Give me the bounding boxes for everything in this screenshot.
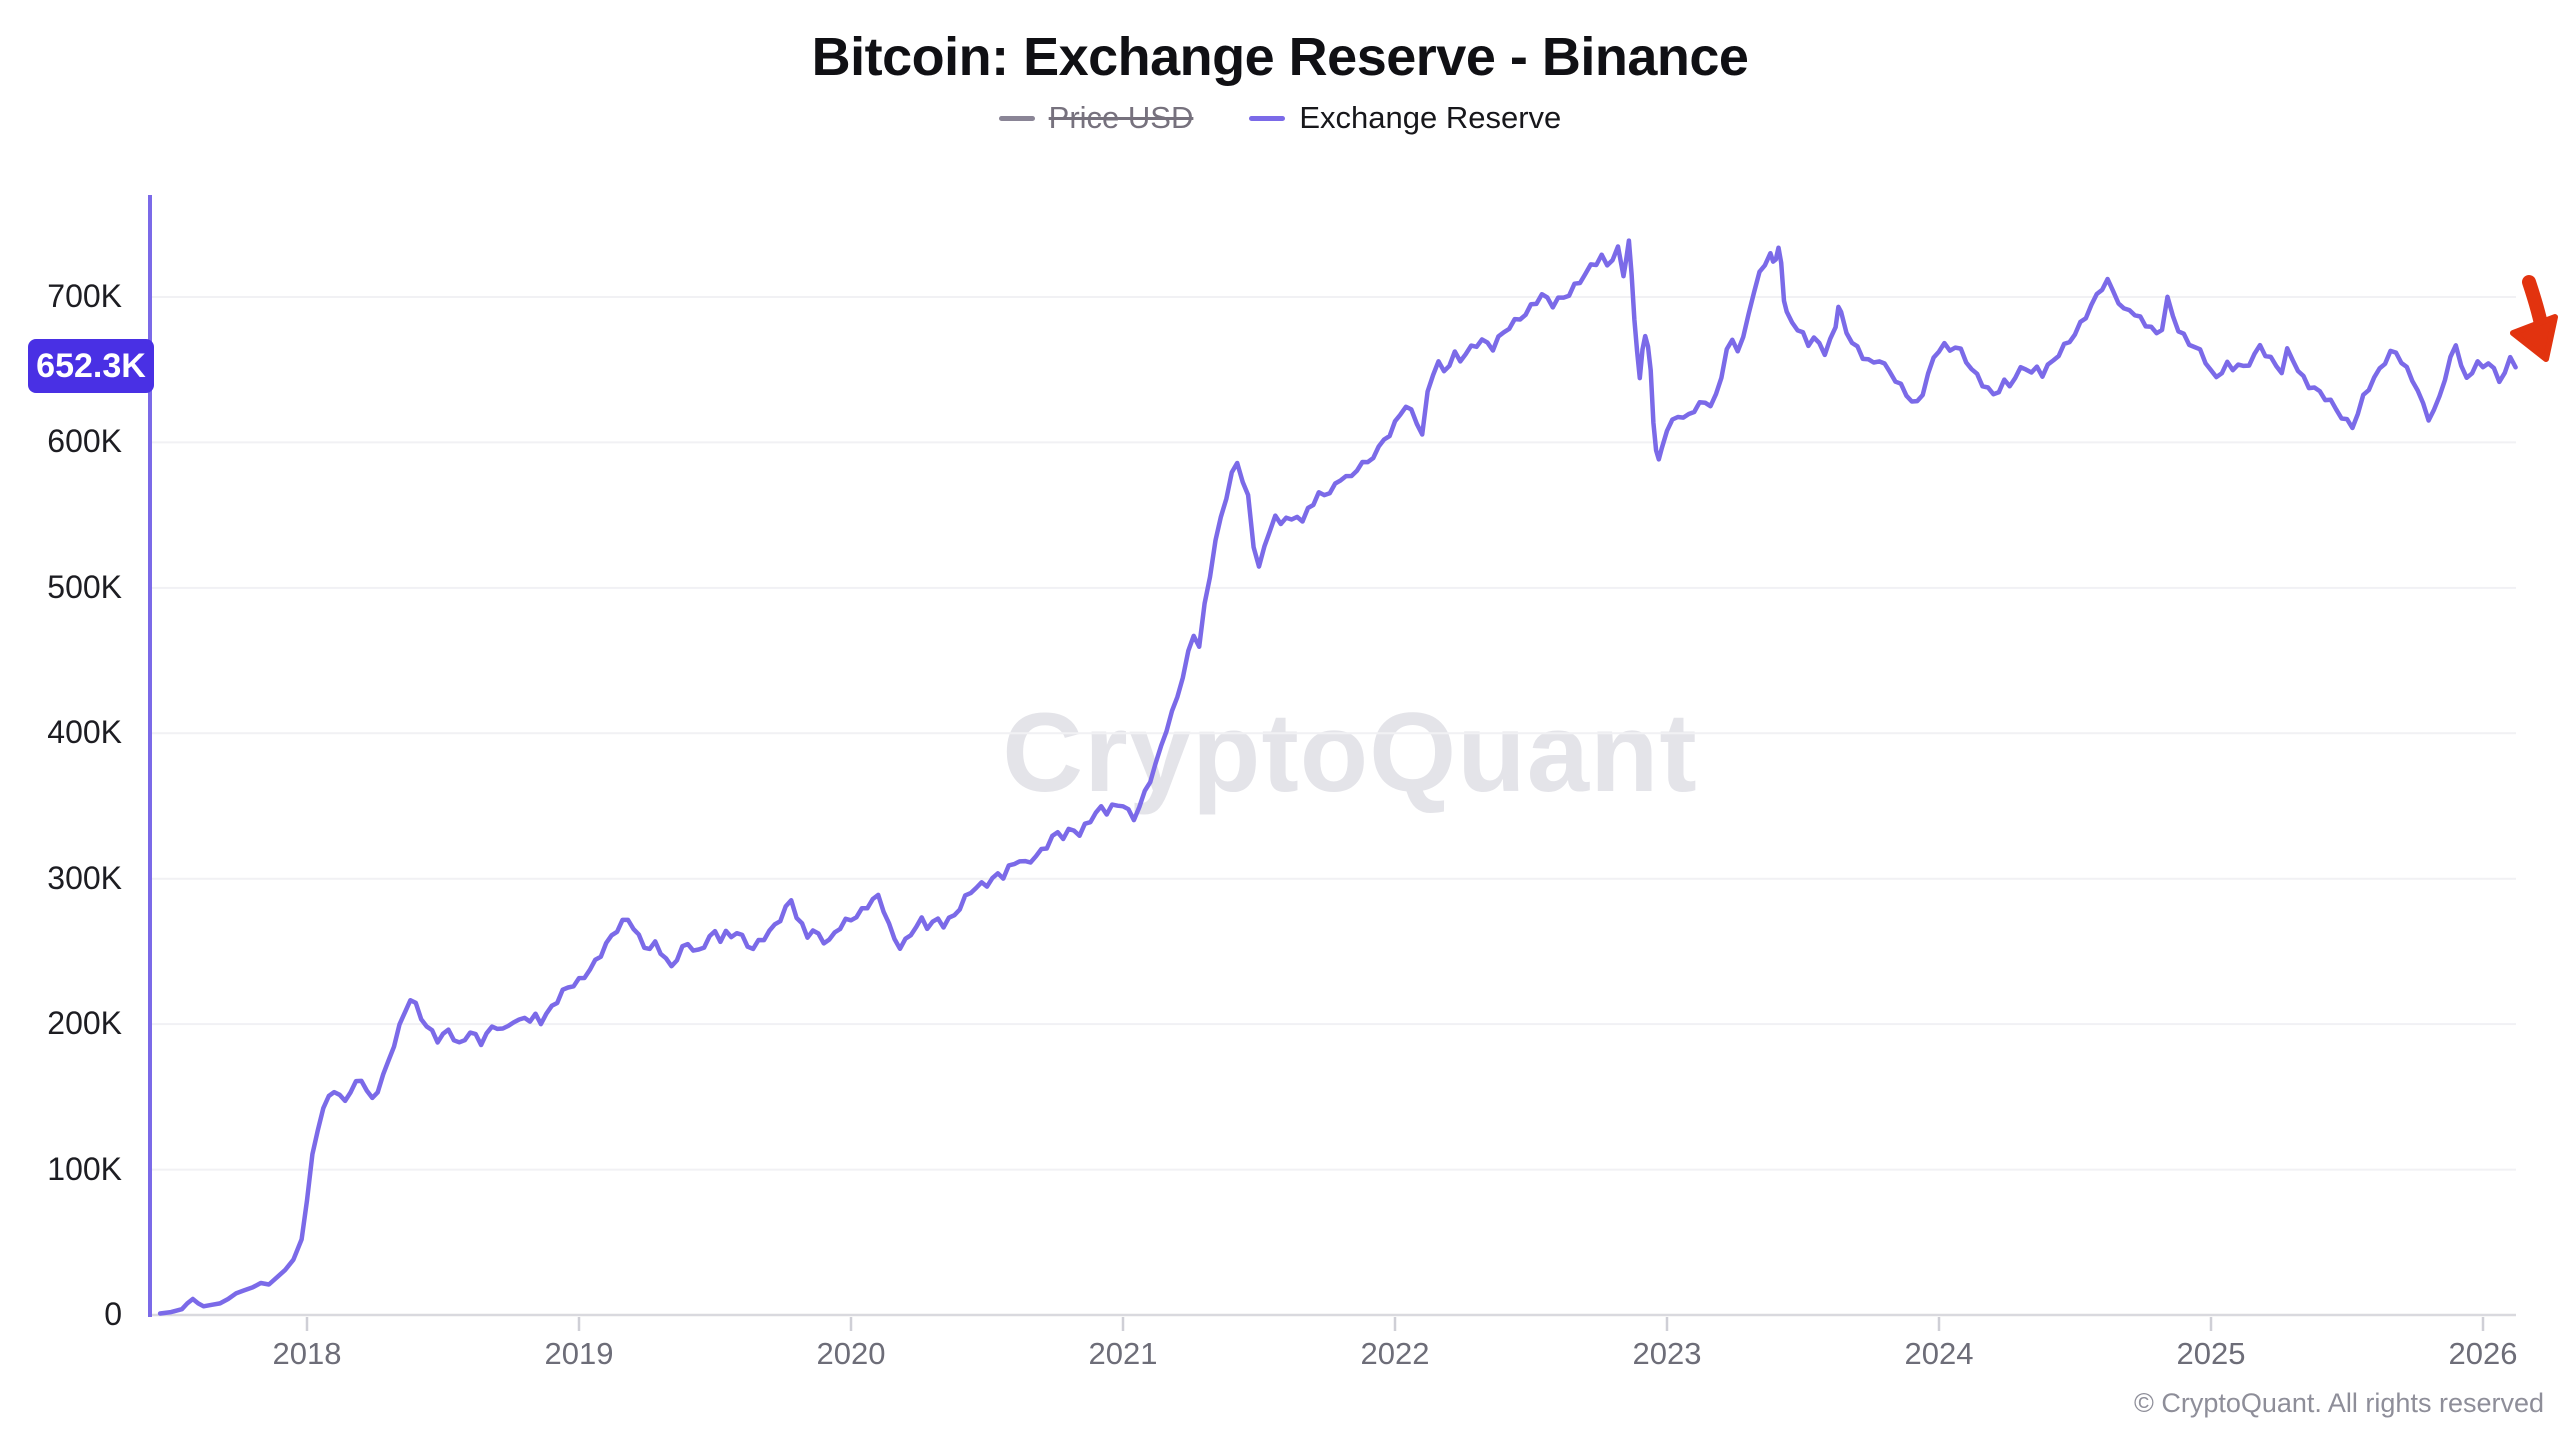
- y-tick-label: 700K: [47, 278, 122, 314]
- y-tick-label: 500K: [47, 568, 122, 605]
- legend-label-price-usd: Price USD: [1048, 100, 1194, 135]
- legend-item-exchange-reserve[interactable]: Exchange Reserve: [1249, 100, 1561, 136]
- y-tick-label: 300K: [47, 859, 122, 896]
- x-tick-label: 2026: [2448, 1336, 2518, 1371]
- x-tick-label: 2019: [544, 1336, 614, 1371]
- y-tick-label: 600K: [47, 423, 122, 460]
- y-tick-label: 0: [104, 1296, 122, 1332]
- y-tick-label: 200K: [47, 1005, 122, 1042]
- legend-item-price-usd[interactable]: Price USD: [998, 100, 1194, 136]
- x-tick-label: 2022: [1360, 1336, 1430, 1371]
- chart-title: Bitcoin: Exchange Reserve - Binance: [811, 27, 1749, 87]
- exchange-reserve-line: [157, 238, 2518, 1316]
- x-tick-label: 2023: [1632, 1336, 1702, 1371]
- current-value-badge: 652.3K: [28, 339, 154, 394]
- copyright-footer: © CryptoQuant. All rights reserved: [2133, 1388, 2544, 1418]
- x-tick-label: 2025: [2176, 1336, 2246, 1371]
- legend-dash-icon: [1249, 115, 1286, 121]
- x-tick-label: 2021: [1088, 1336, 1158, 1371]
- y-tick-label: 400K: [47, 714, 122, 751]
- x-tick-label: 2018: [272, 1336, 342, 1371]
- y-tick-label: 100K: [47, 1150, 122, 1187]
- legend: Price USD Exchange Reserve: [0, 100, 2560, 136]
- legend-dash-icon: [998, 115, 1035, 121]
- x-tick-label: 2024: [1904, 1336, 1974, 1371]
- down-arrow-head-icon: [2510, 314, 2558, 362]
- legend-label-exchange-reserve: Exchange Reserve: [1299, 100, 1562, 135]
- x-tick-label: 2020: [816, 1336, 886, 1371]
